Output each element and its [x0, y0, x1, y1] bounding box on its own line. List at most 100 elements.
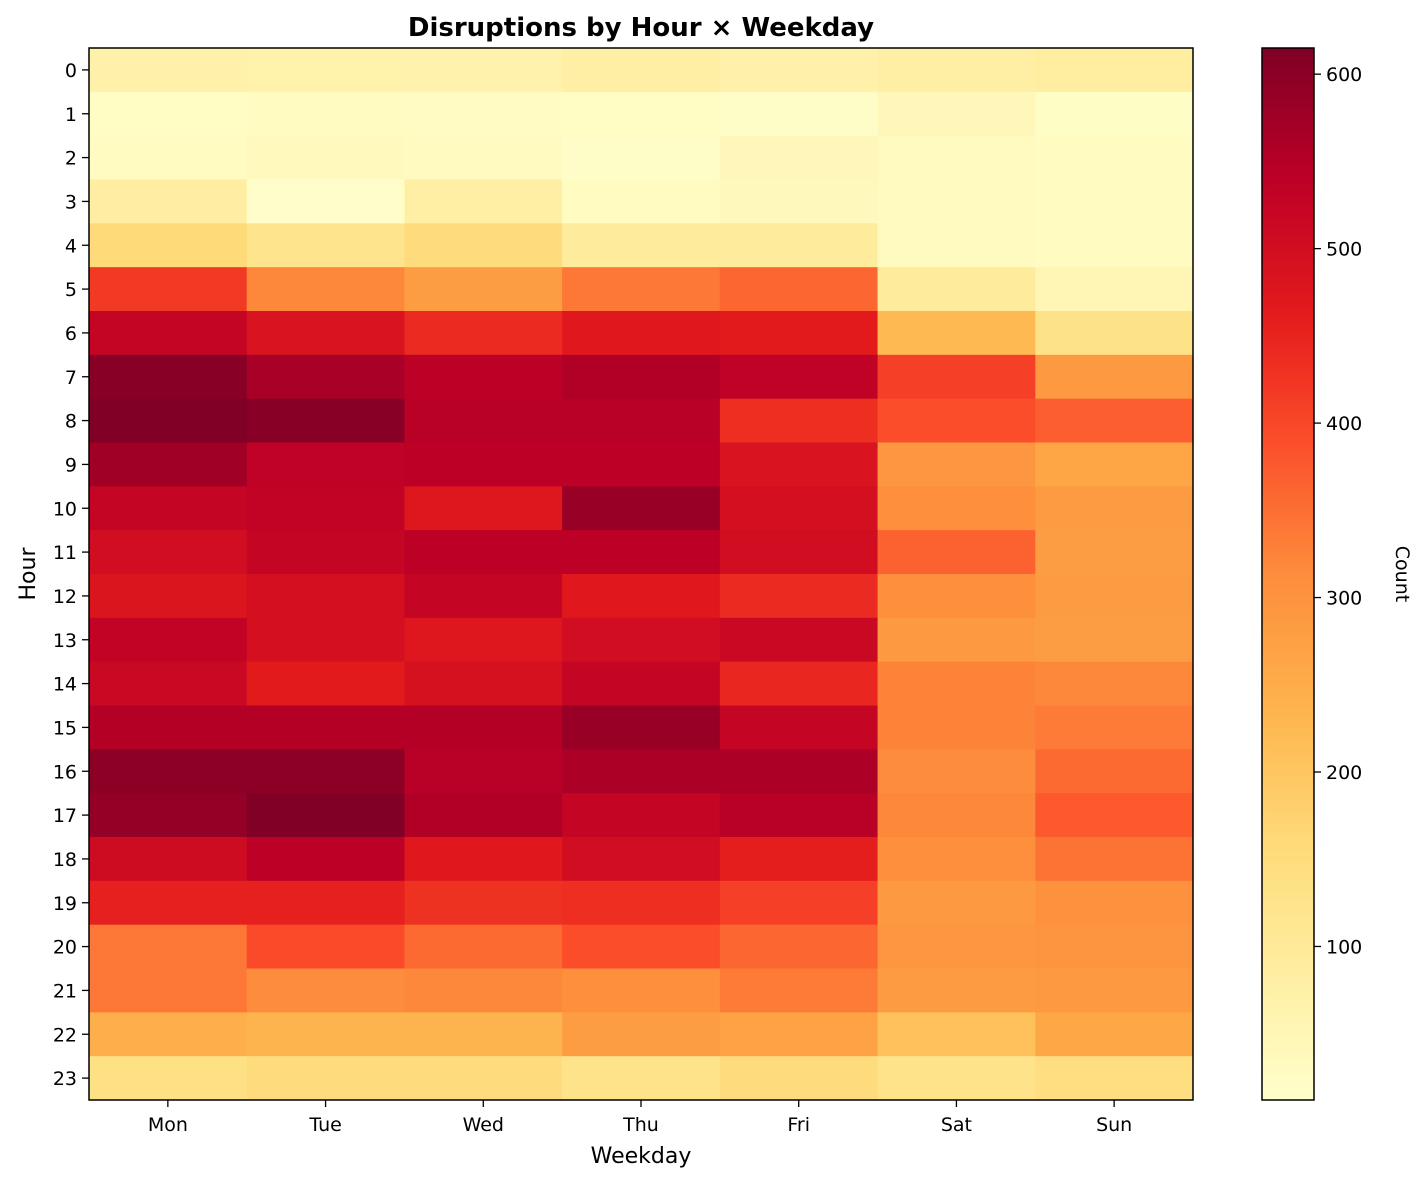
- heatmap-cell: [1035, 661, 1194, 706]
- heatmap-cell: [89, 661, 248, 706]
- heatmap-cell: [1035, 880, 1194, 926]
- heatmap-cell: [404, 661, 563, 706]
- heatmap-cell: [719, 267, 879, 312]
- heatmap-cell: [246, 793, 405, 838]
- heatmap-cell: [1035, 705, 1194, 750]
- heatmap-cell: [719, 311, 879, 356]
- heatmap-cell: [719, 442, 879, 487]
- heatmap-cell: [562, 574, 721, 619]
- y-tick-label: 1: [65, 104, 77, 126]
- y-tick-label: 13: [53, 630, 77, 652]
- heatmap-cell: [404, 617, 563, 663]
- heatmap-cell: [404, 91, 563, 137]
- heatmap-cell: [246, 48, 405, 93]
- heatmap-cell: [1035, 837, 1194, 882]
- heatmap-cell: [719, 968, 879, 1013]
- heatmap-cell: [1035, 617, 1194, 663]
- heatmap-cell: [404, 880, 563, 926]
- heatmap-cell: [89, 968, 248, 1013]
- y-tick-label: 15: [53, 717, 77, 739]
- colorbar-tick-label: 300: [1326, 588, 1362, 610]
- heatmap-cells: [89, 48, 1194, 1101]
- y-tick-label: 4: [65, 235, 77, 257]
- heatmap-cell: [1035, 749, 1194, 794]
- heatmap-cell: [719, 837, 879, 882]
- heatmap-cell: [562, 749, 721, 794]
- heatmap-cell: [877, 398, 1036, 443]
- y-tick-label: 23: [53, 1068, 77, 1090]
- heatmap-cell: [1035, 793, 1194, 838]
- heatmap-cell: [719, 1056, 879, 1101]
- heatmap-cell: [877, 749, 1036, 794]
- y-tick-label: 17: [53, 805, 77, 827]
- heatmap-cell: [1035, 267, 1194, 312]
- heatmap-cell: [719, 354, 879, 400]
- x-tick-label: Sun: [1096, 1114, 1132, 1136]
- heatmap-cell: [877, 354, 1036, 400]
- heatmap-cell: [877, 837, 1036, 882]
- heatmap-cell: [562, 442, 721, 487]
- heatmap-cell: [246, 1012, 405, 1057]
- heatmap-cell: [1035, 1012, 1194, 1057]
- y-tick-label: 2: [65, 148, 77, 170]
- x-tick-label: Thu: [622, 1114, 659, 1136]
- y-tick-label: 14: [53, 674, 77, 696]
- heatmap-cell: [404, 924, 563, 969]
- heatmap-cell: [719, 1012, 879, 1057]
- y-tick-label: 22: [53, 1024, 77, 1046]
- heatmap-cell: [877, 574, 1036, 619]
- heatmap-cell: [246, 442, 405, 487]
- heatmap-cell: [246, 749, 405, 794]
- heatmap-cell: [562, 91, 721, 137]
- y-tick-label: 5: [65, 279, 77, 301]
- colorbar-axis: 100 200 300 400 500 600: [1314, 64, 1362, 958]
- heatmap-cell: [404, 223, 563, 268]
- heatmap-cell: [404, 749, 563, 794]
- y-tick-label: 0: [65, 60, 77, 82]
- heatmap-cell: [1035, 135, 1194, 180]
- heatmap-cell: [719, 924, 879, 969]
- heatmap-cell: [719, 223, 879, 268]
- heatmap-cell: [562, 135, 721, 180]
- heatmap-cell: [562, 486, 721, 531]
- heatmap-cell: [246, 311, 405, 356]
- heatmap-cell: [89, 91, 248, 137]
- colorbar-tick-label: 400: [1326, 413, 1362, 435]
- heatmap-cell: [246, 91, 405, 137]
- heatmap-cell: [1035, 223, 1194, 268]
- heatmap-cell: [719, 91, 879, 137]
- heatmap-cell: [246, 837, 405, 882]
- heatmap-cell: [404, 48, 563, 93]
- y-tick-label: 19: [53, 893, 77, 915]
- heatmap-cell: [246, 661, 405, 706]
- heatmap-cell: [246, 135, 405, 180]
- heatmap-cell: [404, 837, 563, 882]
- heatmap-cell: [719, 486, 879, 531]
- heatmap-cell: [1035, 486, 1194, 531]
- y-tick-label: 10: [53, 498, 77, 520]
- heatmap-cell: [562, 311, 721, 356]
- heatmap-cell: [877, 705, 1036, 750]
- heatmap-cell: [562, 267, 721, 312]
- x-axis: Mon Tue Wed Thu Fri Sat Sun: [148, 1100, 1132, 1136]
- heatmap-cell: [89, 398, 248, 443]
- heatmap-cell: [562, 398, 721, 443]
- heatmap-cell: [877, 793, 1036, 838]
- heatmap-cell: [1035, 968, 1194, 1013]
- heatmap-cell: [877, 442, 1036, 487]
- heatmap-cell: [89, 179, 248, 224]
- colorbar-tick-label: 500: [1326, 239, 1362, 261]
- heatmap-cell: [719, 880, 879, 926]
- heatmap-cell: [877, 486, 1036, 531]
- heatmap-cell: [877, 617, 1036, 663]
- heatmap-cell: [246, 705, 405, 750]
- heatmap-cell: [562, 354, 721, 400]
- y-tick-label: 16: [53, 761, 77, 783]
- heatmap-cell: [404, 179, 563, 224]
- heatmap-cell: [404, 574, 563, 619]
- heatmap-cell: [1035, 530, 1194, 575]
- x-tick-label: Wed: [463, 1114, 504, 1136]
- y-tick-label: 7: [65, 367, 77, 389]
- heatmap-cell: [89, 311, 248, 356]
- heatmap-cell: [89, 574, 248, 619]
